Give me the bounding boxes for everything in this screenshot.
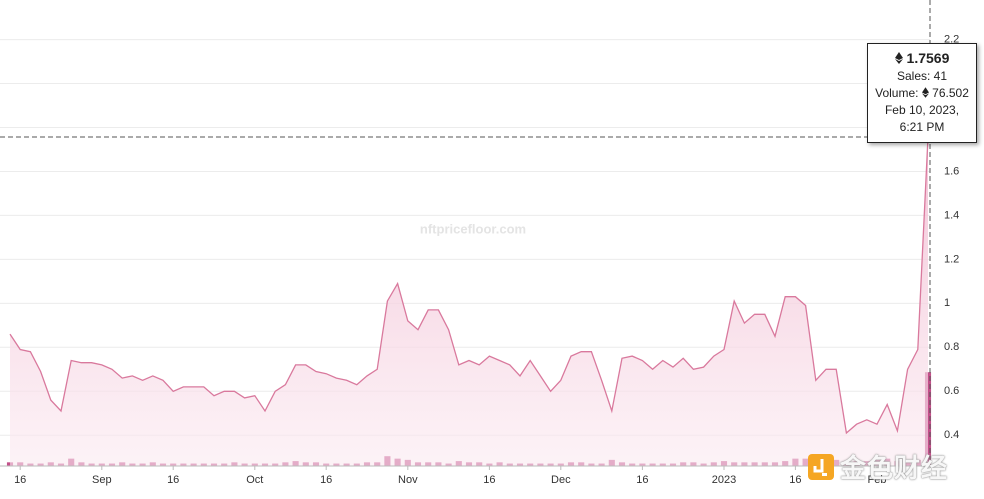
x-tick-label: 16	[789, 474, 801, 486]
x-tick-label: 2023	[712, 474, 736, 486]
x-tick-label: Oct	[246, 474, 263, 486]
y-tick-label: 0.8	[944, 341, 959, 353]
x-tick-label: Nov	[398, 474, 418, 486]
x-tick-label: 16	[320, 474, 332, 486]
watermark: nftpricefloor.com	[420, 221, 526, 236]
y-tick-label: 1.2	[944, 253, 959, 265]
area-fill	[10, 137, 928, 466]
x-tick-label: Feb	[868, 474, 887, 486]
volume-label: Volume:	[875, 86, 919, 100]
x-tick-label: 16	[636, 474, 648, 486]
volume-value: 76.502	[932, 86, 969, 100]
logo: 金色财经	[808, 448, 948, 485]
x-tick-label: 16	[483, 474, 495, 486]
x-tick-label: 16	[14, 474, 26, 486]
eth-icon	[921, 87, 929, 98]
price-area	[0, 136, 930, 466]
axes: 0.40.60.811.21.41.61.822.216Sep16Oct16No…	[14, 33, 959, 485]
tooltip-volume: Volume: 76.502	[868, 85, 976, 102]
sales-value: 41	[933, 69, 948, 83]
sales-label: Sales:	[896, 69, 931, 83]
y-tick-label: 0.4	[944, 429, 959, 441]
logo-text: 金色财经	[840, 453, 949, 483]
y-tick-label: 0.6	[944, 385, 959, 397]
eth-icon	[894, 52, 903, 64]
tooltip-time: 6:21 PM	[899, 120, 945, 134]
tooltip: 1.7569 Sales: 41 Volume: 76.502 Feb 10, …	[867, 43, 977, 143]
x-tick-label: Sep	[92, 474, 112, 486]
y-tick-label: 1.6	[944, 165, 959, 177]
y-tick-label: 1.4	[944, 209, 959, 221]
tooltip-date: Feb 10, 2023,	[884, 103, 960, 117]
x-tick-label: 16	[167, 474, 179, 486]
y-tick-label: 1	[944, 297, 950, 309]
x-tick-label: Dec	[551, 474, 571, 486]
tooltip-price: 1.7569	[868, 48, 976, 68]
price-line	[9, 136, 929, 435]
y-tick-label: 2.2	[944, 33, 959, 45]
price-value: 1.7569	[906, 50, 950, 66]
logo-icon	[808, 453, 834, 480]
tooltip-sales: Sales: 41	[868, 68, 976, 85]
